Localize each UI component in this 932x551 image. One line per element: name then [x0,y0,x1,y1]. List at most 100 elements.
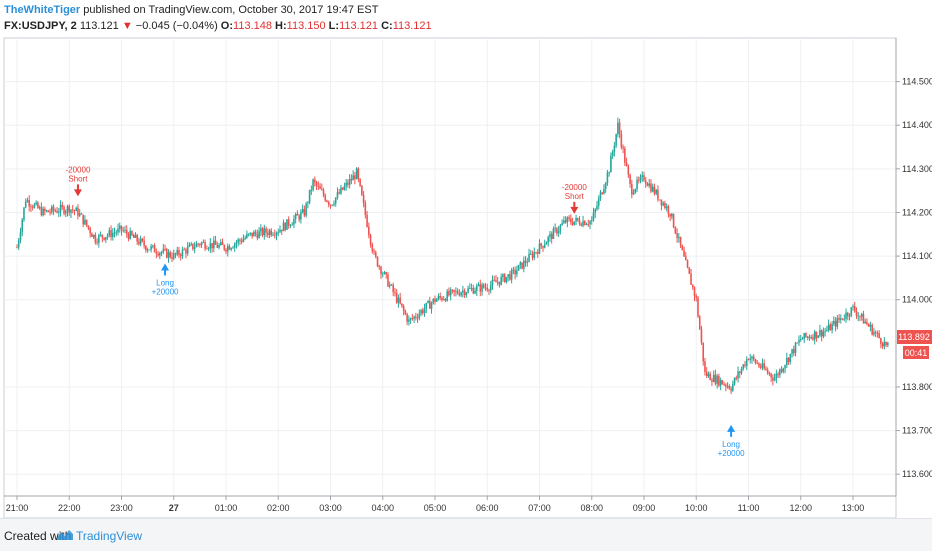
candle-body [103,237,105,240]
candle-body [267,232,269,235]
candle-body [627,166,630,175]
candle-body [833,320,835,324]
signal-label: Long [156,278,174,287]
candle-body [122,230,125,232]
candle-body [256,233,259,239]
candle-body [751,356,753,359]
candle-body [129,231,132,239]
y-tick-label: 114.200 [902,207,932,217]
candle-body [80,213,83,215]
candle-body [742,364,745,369]
candle-body [644,180,647,184]
candle-body [688,267,691,274]
candle-body [707,373,710,377]
candle-body [794,342,797,354]
candle-body [397,297,400,303]
candle-body [747,359,750,361]
candle-body [322,190,325,196]
price-chart[interactable]: -20000ShortLong+20000-20000ShortLong+200… [0,0,932,518]
candle-body [216,244,219,248]
candle-body [820,329,823,337]
candle-body [718,375,720,386]
tradingview-logo-icon[interactable] [56,528,74,545]
candle-body [855,311,858,316]
candle-body [665,206,668,208]
candle-body [634,188,637,193]
candle-body [672,213,675,228]
candle-body [789,353,792,362]
candle-body [127,233,130,239]
candle-body [213,240,215,249]
candle-body [571,222,574,225]
candle-body [334,197,337,204]
candle-body [489,285,492,291]
candle-body [860,313,863,317]
candle-body [246,234,248,238]
candle-body [881,343,884,347]
candle-body [479,284,482,292]
candle-body [329,204,332,206]
candle-body [289,225,292,227]
candle-body [134,234,137,238]
candles [16,117,889,395]
candle-body [604,183,607,189]
candle-body [639,176,642,181]
candle-body [867,324,870,327]
candle-body [883,341,886,347]
candle-body [590,220,593,222]
last-price-tag: 113.892 00:41 [897,330,932,359]
candle-body [723,384,725,386]
candle-body [704,361,706,373]
candle-body [566,217,569,223]
candle-body [120,225,123,231]
candle-body [545,242,548,245]
candle-body [354,175,356,180]
y-tick-label: 114.400 [902,120,932,130]
price-axis[interactable]: 114.500 114.400 114.300 114.200 114.100 114.0… [896,77,932,480]
candle-body [813,331,816,340]
candle-body [383,272,386,274]
candle-body [533,252,536,258]
open-value: 113.148 [233,20,272,32]
candle-body [146,249,149,251]
x-tick-label: 03:00 [319,503,342,513]
tradingview-brand-link[interactable]: TradingView [76,529,143,543]
candle-body [254,231,257,234]
candle-body [631,183,633,195]
candle-body [772,377,774,381]
candle-body [512,269,515,271]
candle-body [827,324,830,331]
candle-body [179,255,182,257]
candle-body [850,307,853,316]
candle-body [115,232,118,234]
candle-body [702,342,705,362]
candle-body [199,244,201,246]
candle-body [230,248,233,250]
candle-body [291,224,293,226]
candle-body [131,231,133,236]
author-link[interactable]: TheWhiteTiger [4,4,81,16]
candle-body [787,357,790,362]
candle-body [484,287,487,289]
x-tick-label: 27 [169,503,179,513]
candle-body [726,386,729,387]
close-label: C: [381,20,393,32]
candle-body [819,329,821,336]
candle-body [792,349,795,354]
candle-body [110,230,112,238]
candle-body [430,302,433,309]
time-axis[interactable]: 21:00 22:00 23:00 27 01:00 02:00 03:00 04:00 05:… [6,496,865,513]
candle-body [523,260,525,269]
candle-body [779,369,781,376]
candle-body [683,250,685,257]
candle-body [183,249,185,251]
y-tick-label: 114.100 [902,251,932,261]
candle-body [834,320,837,327]
candle-body [200,242,203,245]
candle-body [482,284,485,288]
candle-body [418,313,421,319]
publish-line: TheWhiteTiger published on TradingView.c… [4,4,378,16]
candle-body [61,205,64,207]
candle-body [232,247,234,249]
symbol-label[interactable]: FX:USDJPY, 2 [4,20,77,32]
